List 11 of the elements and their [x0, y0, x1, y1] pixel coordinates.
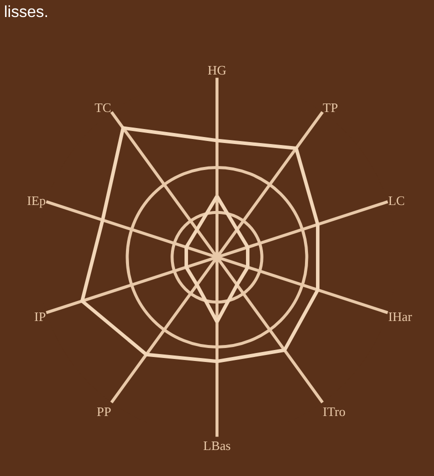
spoke-label: TC	[94, 100, 112, 116]
spoke-label: TP	[322, 100, 338, 116]
spoke-label: LC	[388, 193, 405, 208]
text: lisses.	[4, 4, 48, 21]
spoke-label: IEp	[27, 193, 46, 208]
spoke-label: IP	[34, 309, 46, 324]
spoke-label: PP	[96, 404, 112, 420]
spoke-label: HG	[208, 62, 226, 78]
spoke-label: IHar	[388, 309, 413, 324]
spoke-label: LBas	[203, 438, 231, 454]
spoke-label: ITro	[322, 404, 346, 420]
